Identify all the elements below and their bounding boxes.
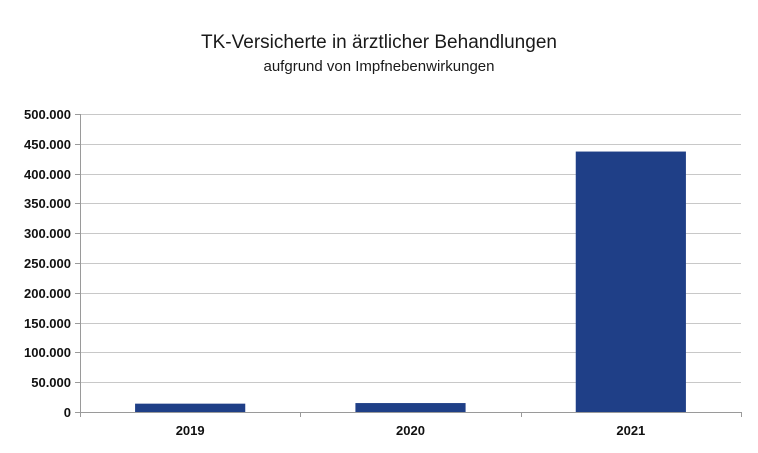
x-category-label: 2021 [616,423,645,438]
y-tick-label: 100.000 [24,345,71,360]
y-tick-label: 0 [64,405,71,420]
bar-2020 [355,403,466,412]
y-tick-label: 50.000 [31,375,71,390]
y-tick-label: 150.000 [24,316,71,331]
y-tick-label: 200.000 [24,286,71,301]
y-tick-label: 300.000 [24,226,71,241]
bar-2021 [575,151,686,412]
y-tick-label: 500.000 [24,107,71,122]
chart-subtitle: aufgrund von Impfnebenwirkungen [263,58,495,75]
chart-title: TK-Versicherte in ärztlicher Behandlunge… [201,32,557,53]
y-tick-label: 450.000 [24,137,71,152]
x-category-label: 2020 [396,423,425,438]
y-tick-label: 350.000 [24,196,71,211]
y-tick-label: 250.000 [24,256,71,271]
x-category-label: 2019 [176,423,205,438]
y-tick-label: 400.000 [24,167,71,182]
bar-2019 [135,403,246,412]
